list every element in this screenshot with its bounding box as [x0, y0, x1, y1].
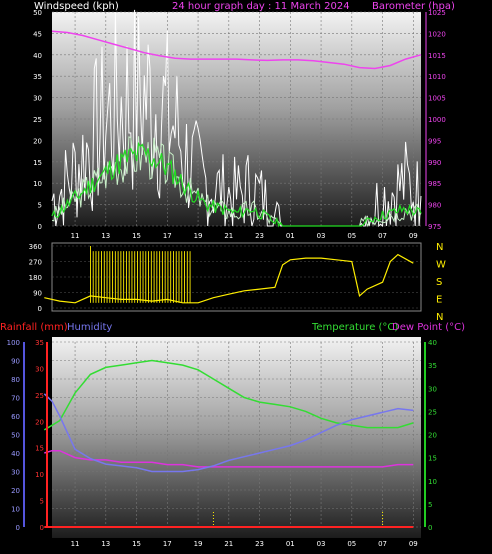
temperature-tick-label: 10 [428, 478, 437, 486]
direction-tick-label: 270 [29, 259, 42, 267]
humidity-tick-label: 40 [11, 450, 20, 458]
humidity-tick-label: 10 [11, 506, 20, 514]
temp-time-tick: 07 [378, 540, 387, 548]
compass-label: S [436, 277, 442, 288]
temp-time-tick: 11 [71, 540, 80, 548]
temperature-tick-label: 40 [428, 339, 437, 347]
humidity-tick-label: 90 [11, 358, 20, 366]
humidity-title: Humidity [67, 322, 112, 333]
temperature-tick-label: 35 [428, 362, 437, 370]
rainfall-tick-label: 30 [35, 365, 44, 373]
barometer-tick-label: 1000 [428, 116, 446, 124]
wind-time-tick: 03 [317, 232, 326, 240]
wind-tick-label: 0 [38, 223, 42, 231]
barometer-tick-label: 1015 [428, 52, 446, 60]
barometer-tick-label: 1005 [428, 95, 446, 103]
barometer-tick-label: 1010 [428, 73, 446, 81]
temperature-title: Temperature (°C) [311, 322, 398, 333]
direction-line [44, 253, 414, 304]
wind-time-tick: 11 [71, 232, 80, 240]
wind-time-tick: 17 [163, 232, 172, 240]
barometer-line [51, 30, 422, 70]
graph-day-title: 24 hour graph day : 11 March 2024 [172, 1, 350, 12]
temperature-line [43, 359, 414, 431]
compass-label: N [436, 242, 443, 253]
wind-tick-label: 35 [33, 73, 42, 81]
dewpoint-title: Dew Point (°C) [392, 322, 465, 333]
temp-time-tick: 21 [224, 540, 233, 548]
wind-tick-label: 15 [33, 159, 42, 167]
barometer-title: Barometer (hpa) [372, 1, 455, 12]
wind-time-tick: 19 [194, 232, 203, 240]
wind-time-tick: 07 [378, 232, 387, 240]
humidity-tick-label: 60 [11, 413, 20, 421]
temp-time-tick: 09 [409, 540, 418, 548]
rainfall-tick-label: 10 [35, 471, 44, 479]
humidity-tick-label: 30 [11, 469, 20, 477]
wind-time-tick: 23 [255, 232, 264, 240]
humidity-tick-label: 100 [7, 339, 20, 347]
temperature-tick-label: 25 [428, 408, 437, 416]
wind-time-tick: 15 [132, 232, 141, 240]
wind-tick-label: 10 [33, 180, 42, 188]
temp-time-tick: 19 [194, 540, 203, 548]
humidity-tick-label: 0 [16, 524, 20, 532]
wind-time-tick: 21 [224, 232, 233, 240]
temp-time-tick: 17 [163, 540, 172, 548]
temperature-tick-label: 0 [428, 524, 432, 532]
wind-tick-label: 5 [38, 202, 42, 210]
barometer-tick-label: 1025 [428, 9, 446, 17]
temp-time-tick: 23 [255, 540, 264, 548]
rainfall-tick-label: 15 [35, 445, 44, 453]
temp-time-tick: 13 [101, 540, 110, 548]
temp-time-tick: 01 [286, 540, 295, 548]
rainfall-title: Rainfall (mm) [0, 322, 68, 333]
compass-label: E [436, 295, 442, 306]
barometer-tick-label: 985 [428, 180, 441, 188]
temp-time-tick: 05 [347, 540, 356, 548]
wind-time-tick: 13 [101, 232, 110, 240]
wind-time-tick: 05 [347, 232, 356, 240]
wind-tick-label: 50 [33, 9, 42, 17]
compass-label: N [436, 312, 443, 323]
temp-plot-area [52, 337, 421, 538]
temperature-tick-label: 15 [428, 455, 437, 463]
temperature-tick-label: 20 [428, 432, 437, 440]
direction-tick-label: 0 [38, 305, 42, 313]
humidity-tick-label: 50 [11, 432, 20, 440]
temperature-tick-label: 30 [428, 385, 437, 393]
direction-tick-label: 360 [29, 243, 42, 251]
rainfall-tick-label: 5 [40, 498, 44, 506]
barometer-tick-label: 990 [428, 159, 441, 167]
humidity-tick-label: 80 [11, 376, 20, 384]
wind-tick-label: 30 [33, 95, 42, 103]
direction-tick-label: 180 [29, 274, 42, 282]
rainfall-tick-label: 0 [40, 524, 44, 532]
barometer-tick-label: 1020 [428, 30, 446, 38]
humidity-line [43, 393, 414, 473]
compass-label: W [436, 260, 446, 271]
wind-time-tick: 09 [409, 232, 418, 240]
humidity-tick-label: 70 [11, 395, 20, 403]
temp-time-tick: 03 [317, 540, 326, 548]
wind-avg-line [51, 141, 422, 228]
barometer-tick-label: 975 [428, 223, 441, 231]
wind-tick-label: 45 [33, 30, 42, 38]
humidity-tick-label: 20 [11, 487, 20, 495]
wind-tick-label: 40 [33, 52, 42, 60]
wind-tick-label: 25 [33, 116, 42, 124]
temp-time-tick: 15 [132, 540, 141, 548]
barometer-tick-label: 995 [428, 137, 441, 145]
wind-tick-label: 20 [33, 137, 42, 145]
rainfall-tick-label: 35 [35, 339, 44, 347]
windspeed-title: Windspeed (kph) [34, 1, 119, 12]
rainfall-tick-label: 25 [35, 392, 44, 400]
barometer-tick-label: 980 [428, 202, 441, 210]
temperature-tick-label: 5 [428, 501, 432, 509]
direction-tick-label: 90 [33, 290, 42, 298]
wind-time-tick: 01 [286, 232, 295, 240]
rainfall-tick-label: 20 [35, 418, 44, 426]
